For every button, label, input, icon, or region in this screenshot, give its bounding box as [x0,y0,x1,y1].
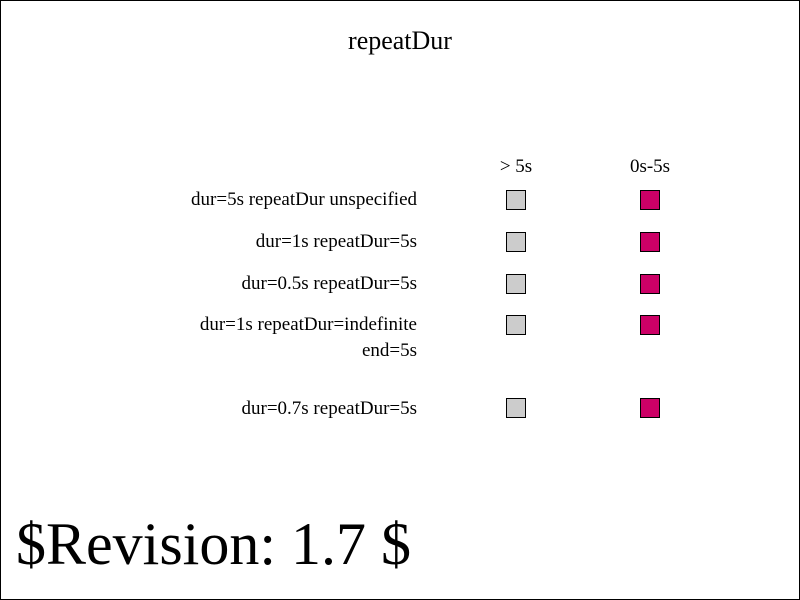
row-4-after-5s-square [506,315,526,335]
row-5-0s-5s-square [640,398,660,418]
row-3-after-5s-square [506,274,526,294]
row-label-2: dur=1s repeatDur=5s [255,231,417,252]
row-2-after-5s-square [506,232,526,252]
row-5-after-5s-square [506,398,526,418]
row-label-5: dur=0.7s repeatDur=5s [241,398,418,419]
row-label-4: dur=1s repeatDur=indefinite end=5s [199,314,417,361]
row-3-0s-5s-square [640,274,660,294]
column-header-0s-5s: 0s-5s [629,156,671,177]
row-label-3: dur=0.5s repeatDur=5s [241,273,418,294]
row-1-0s-5s-square [640,190,660,210]
row-2-0s-5s-square [640,232,660,252]
revision-label: $Revision: 1.7 $ [16,511,412,577]
row-1-after-5s-square [506,190,526,210]
row-4-0s-5s-square [640,315,660,335]
page-title: repeatDur [348,26,452,55]
column-header-after-5s: > 5s [499,156,533,177]
row-label-1: dur=5s repeatDur unspecified [191,189,417,210]
